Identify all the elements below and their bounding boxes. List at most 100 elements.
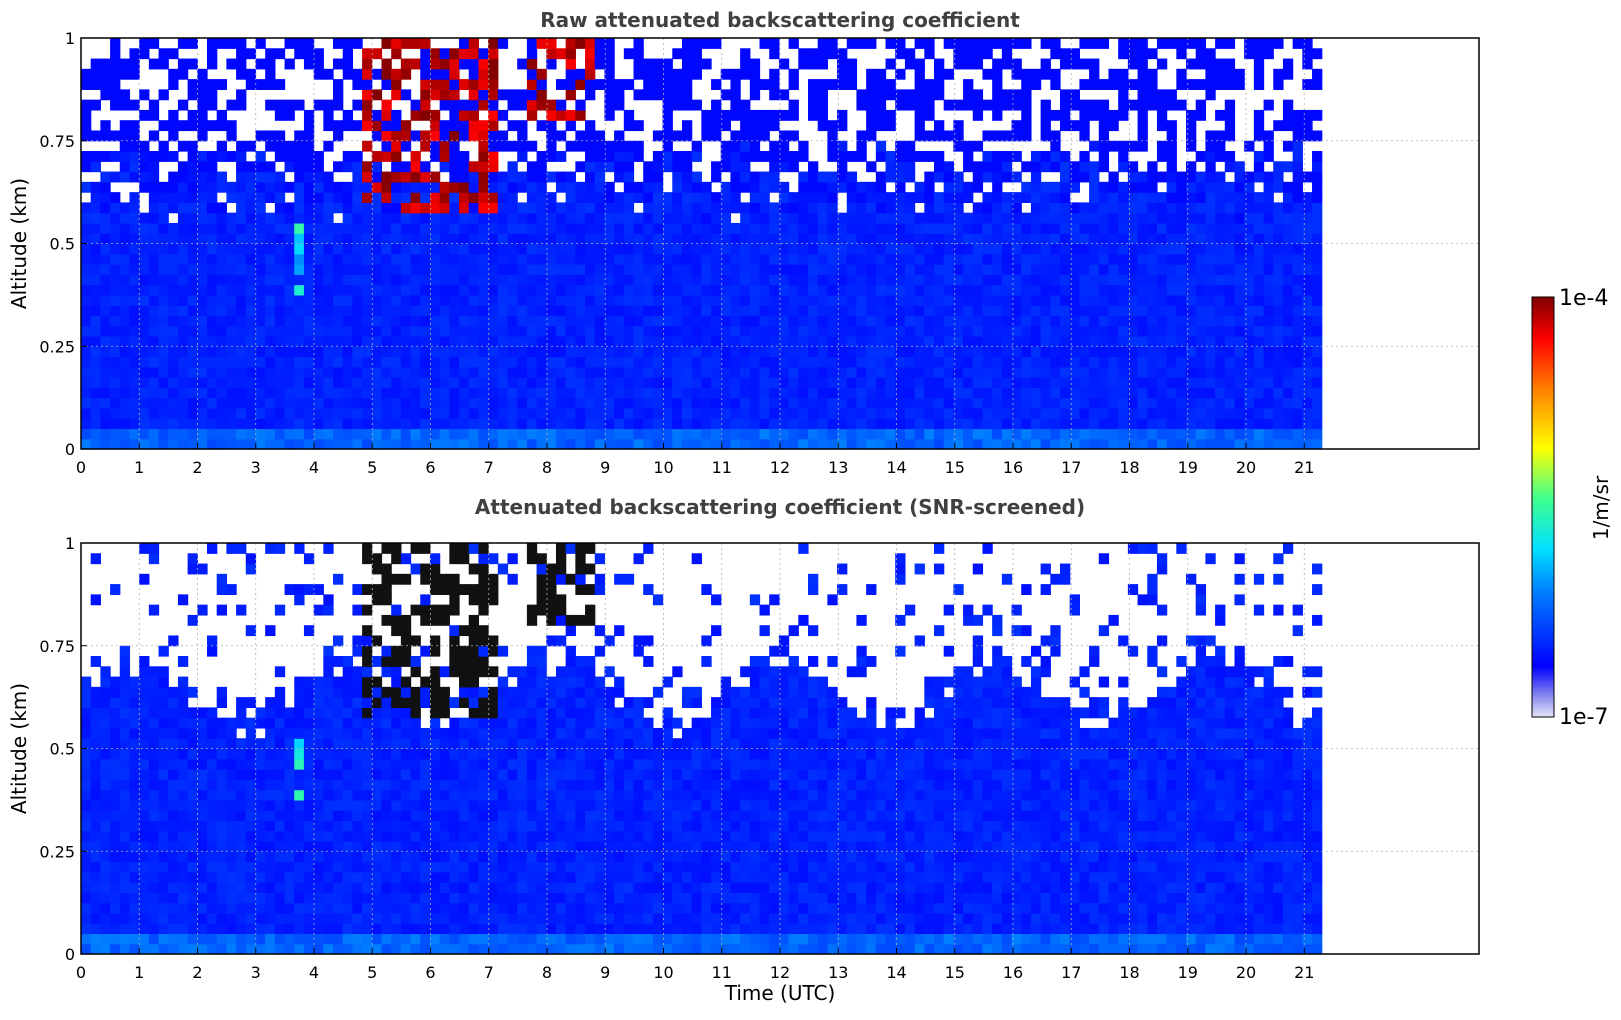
heatmap-cell	[216, 212, 227, 224]
heatmap-cell	[1244, 377, 1255, 388]
heatmap-cell	[517, 89, 528, 101]
heatmap-cell	[197, 243, 208, 255]
heatmap-cell	[168, 48, 179, 60]
heatmap-cell	[236, 171, 247, 183]
heatmap-cell	[798, 222, 809, 234]
heatmap-cell	[274, 315, 286, 327]
heatmap-cell	[110, 851, 121, 863]
heatmap-cell	[265, 140, 276, 152]
heatmap-cell	[1186, 407, 1197, 419]
heatmap-cell	[400, 407, 412, 419]
heatmap-cell	[1069, 438, 1080, 450]
heatmap-cell	[1186, 38, 1197, 49]
heatmap-cell	[129, 397, 140, 409]
heatmap-cell	[468, 335, 480, 347]
heatmap-cell	[875, 222, 887, 234]
heatmap-cell	[119, 943, 131, 955]
heatmap-cell	[1292, 397, 1303, 409]
heatmap-cell	[585, 48, 596, 60]
heatmap-cell	[885, 222, 896, 234]
heatmap-cell	[1263, 151, 1274, 162]
heatmap-cell	[1137, 335, 1148, 347]
heatmap-cell	[1195, 335, 1206, 347]
heatmap-cell	[381, 438, 392, 450]
heatmap-cell	[119, 233, 131, 245]
heatmap-cell	[846, 202, 858, 214]
heatmap-cell	[303, 305, 315, 317]
heatmap-cell	[769, 171, 780, 183]
heatmap-cell	[1127, 366, 1139, 378]
heatmap-cell	[701, 38, 712, 49]
heatmap-cell	[1263, 48, 1274, 60]
heatmap-cell	[749, 222, 761, 234]
heatmap-cell	[1282, 192, 1294, 204]
heatmap-cell	[565, 140, 576, 152]
heatmap-cell	[429, 202, 441, 214]
heatmap-cell	[1263, 418, 1274, 430]
heatmap-cell	[274, 222, 286, 234]
heatmap-cell	[478, 48, 489, 60]
heatmap-cell	[720, 274, 732, 286]
heatmap-cell	[1215, 397, 1226, 409]
heatmap-cell	[119, 243, 131, 255]
heatmap-cell	[885, 253, 896, 265]
heatmap-cell	[207, 438, 218, 450]
heatmap-cell	[846, 387, 858, 399]
heatmap-cell	[110, 861, 121, 873]
heatmap-cell	[207, 161, 218, 173]
heatmap-cell	[1195, 48, 1206, 60]
heatmap-cell	[110, 407, 121, 419]
heatmap-cell	[1137, 294, 1148, 306]
heatmap-cell	[953, 58, 964, 70]
heatmap-cell	[226, 923, 237, 935]
x-tick-label: 19	[1178, 458, 1198, 477]
heatmap-cell	[226, 325, 237, 337]
heatmap-cell	[681, 48, 693, 60]
heatmap-cell	[1118, 377, 1129, 388]
heatmap-cell	[749, 377, 761, 388]
heatmap-cell	[807, 222, 819, 234]
heatmap-cell	[1215, 407, 1226, 419]
heatmap-cell	[119, 779, 131, 791]
heatmap-cell	[1040, 438, 1051, 450]
heatmap-cell	[333, 79, 344, 90]
heatmap-cell	[895, 346, 906, 358]
heatmap-cell	[391, 387, 402, 399]
heatmap-cell	[1312, 130, 1323, 142]
heatmap-cell	[1166, 264, 1177, 275]
heatmap-cell	[197, 181, 208, 193]
heatmap-cell	[468, 315, 480, 327]
heatmap-cell	[119, 99, 131, 111]
heatmap-cell	[575, 192, 586, 204]
heatmap-cell	[148, 933, 160, 945]
heatmap-cell	[488, 140, 499, 152]
heatmap-cell	[110, 799, 121, 811]
heatmap-cell	[410, 438, 421, 450]
heatmap-cell	[517, 397, 528, 409]
heatmap-cell	[110, 902, 121, 914]
heatmap-cell	[904, 356, 916, 368]
heatmap-cell	[207, 397, 218, 409]
heatmap-cell	[1195, 274, 1206, 286]
heatmap-cell	[875, 202, 887, 214]
heatmap-cell	[885, 305, 896, 317]
heatmap-cell	[468, 397, 480, 409]
heatmap-cell	[1118, 68, 1129, 80]
heatmap-cell	[681, 202, 693, 214]
heatmap-cell	[720, 284, 732, 296]
heatmap-cell	[585, 438, 596, 450]
heatmap-cell	[827, 387, 838, 399]
heatmap-cell	[488, 202, 499, 214]
heatmap-cell	[1292, 428, 1303, 440]
heatmap-cell	[740, 284, 751, 296]
heatmap-cell	[594, 253, 606, 265]
heatmap-cell	[701, 274, 712, 286]
heatmap-cell	[662, 418, 673, 430]
heatmap-cell	[1215, 212, 1226, 224]
heatmap-cell	[478, 253, 489, 265]
heatmap-cell	[81, 789, 92, 801]
heatmap-cell	[1282, 253, 1294, 265]
heatmap-cell	[207, 717, 218, 729]
heatmap-cell	[226, 284, 237, 296]
heatmap-cell	[546, 315, 557, 327]
